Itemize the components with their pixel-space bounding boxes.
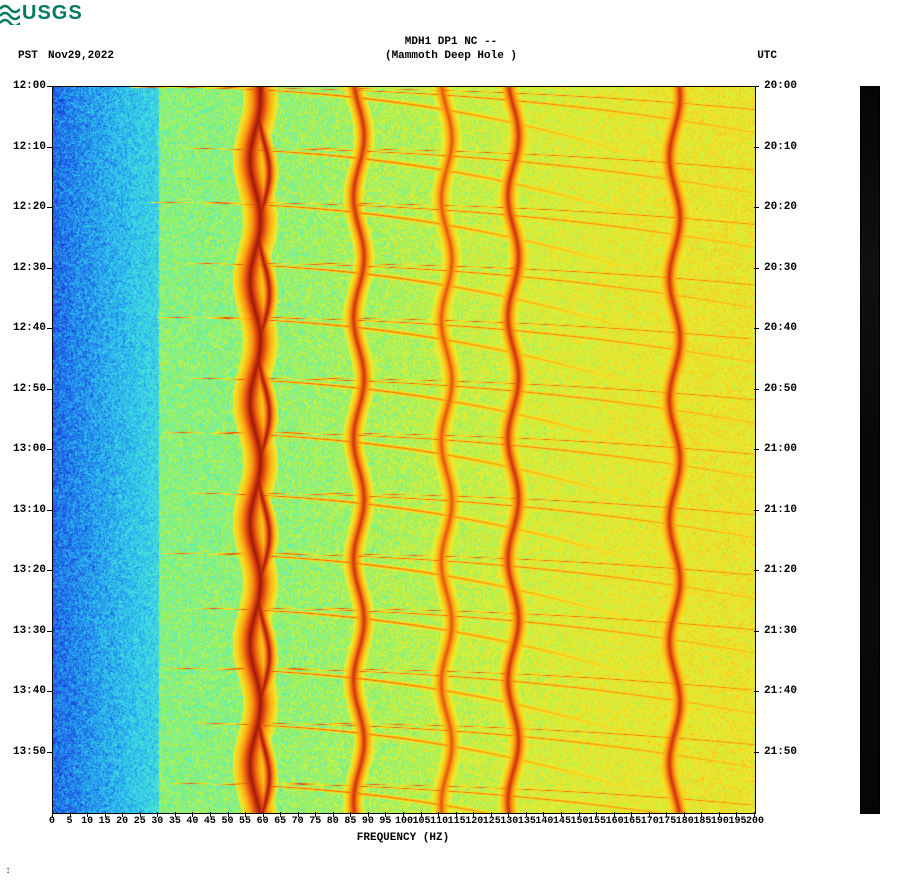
x-tick: 190 xyxy=(711,816,727,827)
x-tick: 175 xyxy=(658,816,674,827)
y-tick-left: 13:50 xyxy=(0,746,46,758)
station-name-title: (Mammoth Deep Hole ) xyxy=(385,50,517,62)
y-tick-right: 21:10 xyxy=(764,504,797,516)
x-tick: 180 xyxy=(676,816,692,827)
y-tick-left: 12:30 xyxy=(0,262,46,274)
x-tick: 65 xyxy=(272,816,288,827)
x-tick: 90 xyxy=(360,816,376,827)
x-tick: 160 xyxy=(606,816,622,827)
y-tick-right: 20:00 xyxy=(764,80,797,92)
y-tick-left: 13:40 xyxy=(0,685,46,697)
x-tick: 5 xyxy=(62,816,78,827)
x-tick: 170 xyxy=(641,816,657,827)
y-tick-left: 12:00 xyxy=(0,80,46,92)
y-tick-right: 20:50 xyxy=(764,383,797,395)
x-tick: 15 xyxy=(97,816,113,827)
y-tick-right: 20:20 xyxy=(764,201,797,213)
y-tick-left: 12:40 xyxy=(0,322,46,334)
y-tick-right: 21:40 xyxy=(764,685,797,697)
x-tick: 45 xyxy=(202,816,218,827)
x-tick: 155 xyxy=(588,816,604,827)
y-tick-left: 12:10 xyxy=(0,141,46,153)
x-tick: 20 xyxy=(114,816,130,827)
x-tick: 185 xyxy=(693,816,709,827)
y-tick-right: 21:50 xyxy=(764,746,797,758)
x-tick: 135 xyxy=(518,816,534,827)
x-tick: 75 xyxy=(307,816,323,827)
x-tick: 125 xyxy=(483,816,499,827)
x-tick: 140 xyxy=(535,816,551,827)
x-tick: 80 xyxy=(325,816,341,827)
spectrogram-plot xyxy=(52,86,754,812)
y-tick-left: 12:20 xyxy=(0,201,46,213)
spectrogram-canvas xyxy=(52,86,756,814)
x-tick: 10 xyxy=(79,816,95,827)
x-tick: 85 xyxy=(342,816,358,827)
x-tick: 35 xyxy=(167,816,183,827)
usgs-logo: USGS xyxy=(0,2,83,25)
y-tick-right: 20:40 xyxy=(764,322,797,334)
x-tick: 70 xyxy=(290,816,306,827)
y-tick-right: 21:30 xyxy=(764,625,797,637)
x-tick: 100 xyxy=(395,816,411,827)
x-tick: 95 xyxy=(377,816,393,827)
x-tick: 30 xyxy=(149,816,165,827)
x-tick: 115 xyxy=(448,816,464,827)
x-tick: 120 xyxy=(465,816,481,827)
x-tick: 165 xyxy=(623,816,639,827)
usgs-wave-icon xyxy=(0,3,20,25)
x-tick: 0 xyxy=(44,816,60,827)
y-tick-right: 21:00 xyxy=(764,443,797,455)
y-tick-right: 21:20 xyxy=(764,564,797,576)
x-tick: 145 xyxy=(553,816,569,827)
y-tick-left: 13:20 xyxy=(0,564,46,576)
station-id-title: MDH1 DP1 NC -- xyxy=(405,36,497,48)
timezone-right-label: UTC xyxy=(757,50,777,62)
y-tick-right: 20:10 xyxy=(764,141,797,153)
y-tick-right: 20:30 xyxy=(764,262,797,274)
x-tick: 200 xyxy=(746,816,762,827)
x-tick: 55 xyxy=(237,816,253,827)
y-tick-left: 13:00 xyxy=(0,443,46,455)
x-tick: 40 xyxy=(184,816,200,827)
x-tick: 130 xyxy=(500,816,516,827)
date-label: Nov29,2022 xyxy=(48,50,114,62)
y-tick-left: 13:10 xyxy=(0,504,46,516)
x-axis-label: FREQUENCY (HZ) xyxy=(52,832,754,844)
x-tick: 195 xyxy=(728,816,744,827)
x-tick: 60 xyxy=(255,816,271,827)
y-tick-left: 13:30 xyxy=(0,625,46,637)
scroll-icon: ↕ xyxy=(5,866,11,877)
usgs-logo-text: USGS xyxy=(22,2,83,25)
timezone-left-label: PST xyxy=(18,50,38,62)
x-tick: 50 xyxy=(220,816,236,827)
x-tick: 25 xyxy=(132,816,148,827)
y-tick-left: 12:50 xyxy=(0,383,46,395)
x-tick: 110 xyxy=(430,816,446,827)
x-tick: 150 xyxy=(571,816,587,827)
amplitude-colorbar xyxy=(860,86,880,814)
x-tick: 105 xyxy=(413,816,429,827)
